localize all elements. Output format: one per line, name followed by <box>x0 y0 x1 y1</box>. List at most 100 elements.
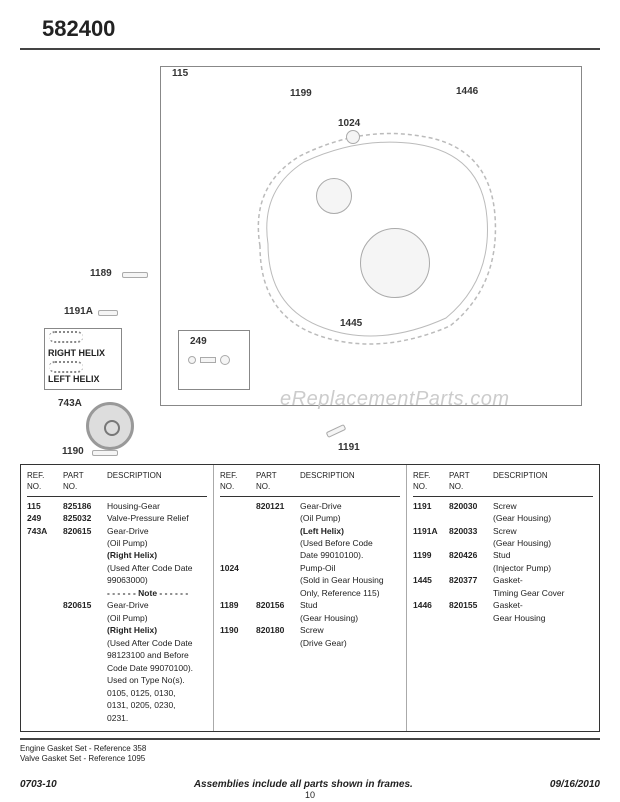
head-ref: REF. NO. <box>220 471 256 493</box>
table-row: Timing Gear Cover <box>413 588 593 599</box>
cell-desc: (Drive Gear) <box>300 638 400 649</box>
table-row: (Injector Pump) <box>413 563 593 574</box>
cell-ref <box>27 688 63 699</box>
table-row: (Left Helix) <box>220 526 400 537</box>
cell-desc: 0231. <box>107 713 207 724</box>
part-1024-circle <box>346 130 360 144</box>
table-row: Only, Reference 115) <box>220 588 400 599</box>
cell-ref: 1445 <box>413 575 449 586</box>
cell-desc: Date 99010100). <box>300 550 400 561</box>
table-row: 1190820180Screw <box>220 625 400 636</box>
cell-ref <box>27 663 63 674</box>
cell-ref <box>27 713 63 724</box>
table-col-2-body: 820121Gear-Drive(Oil Pump)(Left Helix)(U… <box>220 501 400 650</box>
cell-part <box>256 613 300 624</box>
callout-1445: 1445 <box>340 318 362 329</box>
cell-desc: (Right Helix) <box>107 550 207 561</box>
cell-desc: (Used Before Code <box>300 538 400 549</box>
cell-ref <box>27 638 63 649</box>
footer-note-2: Valve Gasket Set - Reference 1095 <box>20 754 600 764</box>
head-part: PART NO. <box>449 471 493 493</box>
callout-1191a: 1191A <box>64 306 93 317</box>
table-row: Used on Type No(s). <box>27 675 207 686</box>
diagram-area: RIGHT HELIX LEFT HELIX 115 1199 1446 102… <box>20 58 600 458</box>
cell-part <box>256 538 300 549</box>
right-helix-label: RIGHT HELIX <box>48 348 118 358</box>
table-row: - - - - - - Note - - - - - - <box>27 588 207 599</box>
cell-part <box>63 663 107 674</box>
footer-notes: Engine Gasket Set - Reference 358 Valve … <box>20 738 600 765</box>
left-helix-label: LEFT HELIX <box>48 374 118 384</box>
cell-desc: - - - - - - Note - - - - - - <box>107 588 207 599</box>
sub-part-b <box>200 357 216 363</box>
cell-desc: Screw <box>493 526 593 537</box>
cell-part <box>63 538 107 549</box>
screw-1190-shape <box>92 450 118 456</box>
cell-desc: Screw <box>493 501 593 512</box>
cell-ref <box>220 613 256 624</box>
cell-ref <box>220 588 256 599</box>
cell-part: 820377 <box>449 575 493 586</box>
table-row: (Right Helix) <box>27 625 207 636</box>
cell-part <box>449 563 493 574</box>
helix-frame: RIGHT HELIX LEFT HELIX <box>44 328 122 390</box>
table-col-2: REF. NO. PART NO. DESCRIPTION 820121Gear… <box>214 465 407 731</box>
table-row: (Used Before Code <box>220 538 400 549</box>
cell-desc: (Used After Code Date <box>107 563 207 574</box>
cell-desc: Stud <box>300 600 400 611</box>
head-part: PART NO. <box>256 471 300 493</box>
table-row: (Gear Housing) <box>220 613 400 624</box>
left-helix-icon <box>49 361 83 373</box>
cell-part <box>256 526 300 537</box>
callout-1199: 1199 <box>290 88 312 99</box>
cell-ref: 743A <box>27 526 63 537</box>
cell-ref <box>413 538 449 549</box>
cell-ref <box>27 563 63 574</box>
table-col-3-head: REF. NO. PART NO. DESCRIPTION <box>413 471 593 497</box>
cell-desc: Gear-Drive <box>107 600 207 611</box>
cell-desc: (Right Helix) <box>107 625 207 636</box>
table-row: (Right Helix) <box>27 550 207 561</box>
cell-ref <box>27 550 63 561</box>
table-row: 820615Gear-Drive <box>27 600 207 611</box>
table-col-2-head: REF. NO. PART NO. DESCRIPTION <box>220 471 400 497</box>
cell-part <box>63 675 107 686</box>
cell-desc: Timing Gear Cover <box>493 588 593 599</box>
table-row: (Oil Pump) <box>27 613 207 624</box>
cell-desc: (Gear Housing) <box>493 538 593 549</box>
footer-center: Assemblies include all parts shown in fr… <box>194 779 413 790</box>
cell-part <box>63 550 107 561</box>
table-row: 743A820615Gear-Drive <box>27 526 207 537</box>
cell-part <box>256 638 300 649</box>
cell-ref: 249 <box>27 513 63 524</box>
callout-743a: 743A <box>58 398 82 409</box>
screw-1191-shape <box>326 424 347 438</box>
cell-ref: 1190 <box>220 625 256 636</box>
callout-1191: 1191 <box>338 442 360 453</box>
cell-part <box>63 638 107 649</box>
sub-frame-parts <box>188 354 238 366</box>
cell-part <box>449 513 493 524</box>
cell-desc: Pump-Oil <box>300 563 400 574</box>
cell-ref <box>27 538 63 549</box>
cell-desc: (Sold in Gear Housing <box>300 575 400 586</box>
cell-part: 820033 <box>449 526 493 537</box>
cell-ref <box>27 625 63 636</box>
cell-part <box>63 713 107 724</box>
table-row: Code Date 99070100). <box>27 663 207 674</box>
table-row: (Gear Housing) <box>413 513 593 524</box>
cell-ref <box>220 538 256 549</box>
callout-1446: 1446 <box>456 86 478 97</box>
cell-ref: 1024 <box>220 563 256 574</box>
table-row: 1445820377Gasket- <box>413 575 593 586</box>
page-header: 582400 <box>20 0 600 50</box>
table-row: (Oil Pump) <box>27 538 207 549</box>
cell-desc: (Used After Code Date <box>107 638 207 649</box>
callout-249: 249 <box>190 336 207 347</box>
table-row: 98123100 and Before <box>27 650 207 661</box>
callout-1024: 1024 <box>338 118 360 129</box>
cell-desc: Stud <box>493 550 593 561</box>
table-row: Gear Housing <box>413 613 593 624</box>
cell-part: 820156 <box>256 600 300 611</box>
cell-part <box>63 625 107 636</box>
